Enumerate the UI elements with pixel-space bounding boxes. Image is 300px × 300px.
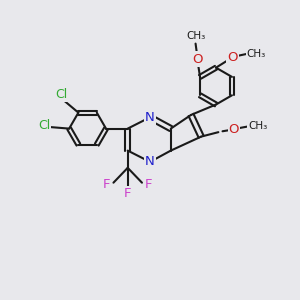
Text: O: O [229,123,239,136]
Text: F: F [145,178,152,191]
Text: N: N [145,111,155,124]
Text: Cl: Cl [55,88,67,101]
Text: O: O [192,52,202,66]
Text: N: N [145,155,155,168]
Text: O: O [227,51,238,64]
Text: Cl: Cl [38,119,50,132]
Text: F: F [124,187,131,200]
Text: F: F [103,178,111,191]
Text: CH₃: CH₃ [186,31,205,41]
Text: CH₃: CH₃ [248,121,267,131]
Text: CH₃: CH₃ [247,49,266,59]
